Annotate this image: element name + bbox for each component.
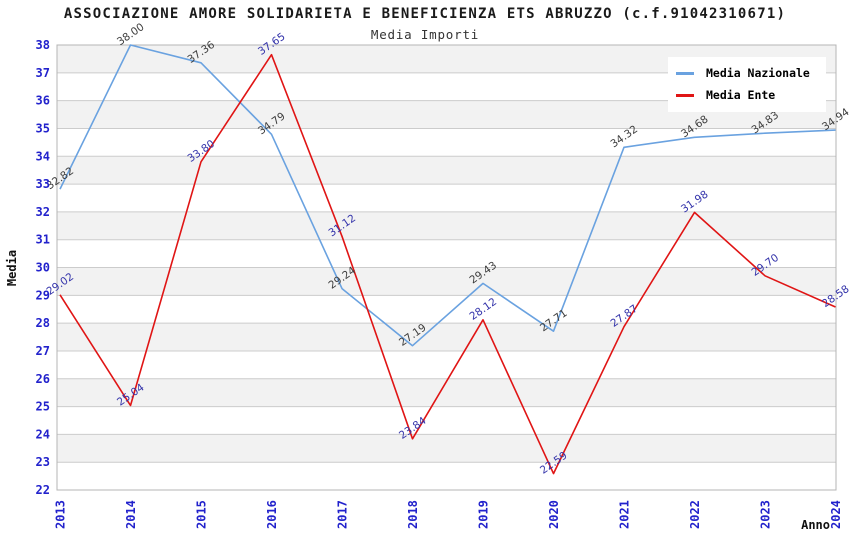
plot-band <box>57 378 836 407</box>
x-tick-label: 2016 <box>265 500 279 529</box>
legend: Media Nazionale Media Ente <box>668 57 826 112</box>
y-axis-title: Media <box>5 250 19 286</box>
data-point-label: 38.00 <box>115 21 147 48</box>
x-tick-label: 2015 <box>195 500 209 529</box>
x-tick-label: 2017 <box>336 500 350 529</box>
x-tick-label: 2022 <box>688 500 702 529</box>
x-tick-label: 2024 <box>829 500 843 529</box>
y-tick-label: 27 <box>36 344 50 358</box>
y-tick-label: 38 <box>36 38 50 52</box>
plot-band <box>57 156 836 185</box>
y-tick-label: 23 <box>36 455 50 469</box>
x-tick-label: 2013 <box>54 500 68 529</box>
legend-label-ente: Media Ente <box>706 88 776 102</box>
legend-swatch-nazionale-icon <box>676 71 694 75</box>
y-tick-label: 34 <box>36 149 50 163</box>
y-tick-label: 32 <box>36 205 50 219</box>
y-tick-label: 36 <box>36 94 50 108</box>
y-tick-label: 30 <box>36 261 50 275</box>
x-axis-title: Anno <box>801 518 830 532</box>
series-line-nazionale <box>59 44 836 347</box>
y-tick-label: 25 <box>36 400 50 414</box>
data-point-label: 28.12 <box>468 296 500 323</box>
x-tick-label: 2023 <box>759 500 773 529</box>
chart-title: ASSOCIAZIONE AMORE SOLIDARIETA E BENEFIC… <box>63 6 787 22</box>
x-tick-label: 2014 <box>124 500 138 529</box>
y-tick-label: 28 <box>36 316 50 330</box>
series-line-ente <box>59 53 836 475</box>
legend-swatch-ente-icon <box>676 93 694 97</box>
y-tick-label: 37 <box>36 66 50 80</box>
plot-border <box>56 44 837 491</box>
plot-band <box>57 323 836 351</box>
plot-band <box>57 211 836 240</box>
legend-item-media-ente: Media Ente <box>676 84 818 106</box>
plot-band <box>57 434 836 463</box>
y-tick-label: 24 <box>36 427 50 441</box>
y-tick-label: 33 <box>36 177 50 191</box>
y-tick-label: 26 <box>36 372 50 386</box>
x-tick-label: 2021 <box>618 500 632 529</box>
y-tick-label: 31 <box>36 233 50 247</box>
legend-item-media-nazionale: Media Nazionale <box>676 62 818 84</box>
x-tick-label: 2018 <box>406 500 420 529</box>
chart-subtitle: Media Importi <box>370 27 480 42</box>
y-tick-label: 29 <box>36 288 50 302</box>
y-tick-label: 22 <box>36 483 50 497</box>
legend-label-nazionale: Media Nazionale <box>706 66 810 80</box>
plot-band <box>57 267 836 296</box>
x-tick-label: 2019 <box>477 500 491 529</box>
x-tick-label: 2020 <box>547 500 561 529</box>
y-tick-label: 35 <box>36 121 50 135</box>
